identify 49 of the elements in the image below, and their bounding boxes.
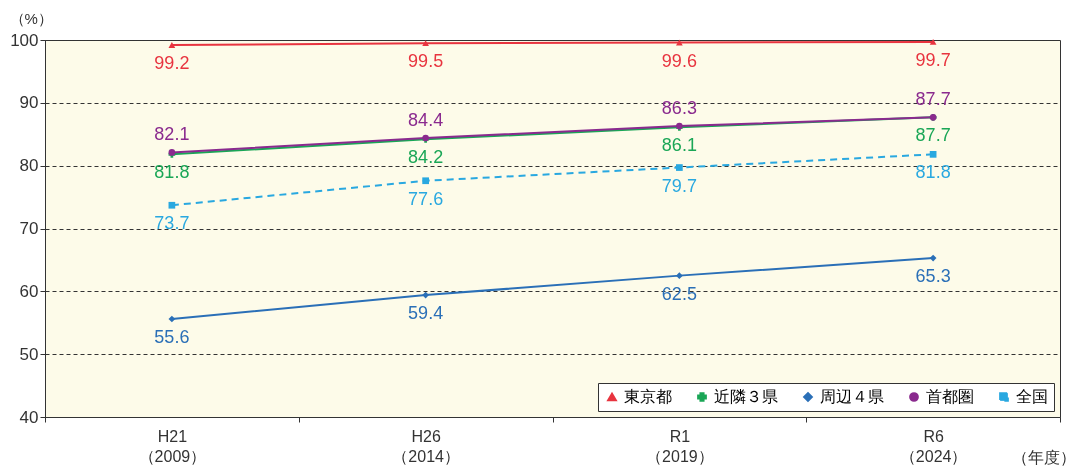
point [168,201,176,209]
y-tick-label: 70 [19,219,39,238]
legend-label: 周辺４県 [820,388,884,405]
data-label: 77.6 [408,188,444,209]
data-label: 59.4 [408,303,444,324]
data-label: 55.6 [154,326,190,347]
y-tick-label: 100 [10,30,39,50]
y-tick-label: 90 [19,93,39,113]
y-tick-label: 50 [19,344,39,364]
data-label: 86.1 [661,135,697,156]
x-tick-label: R6 （2024） [899,427,968,465]
data-label: 99.7 [915,49,951,70]
data-label: 73.7 [154,213,190,234]
point [168,315,176,323]
y-tick-label: 40 [19,407,39,427]
point [676,272,683,279]
point [676,164,683,171]
y-axis-title: （%） [9,9,53,27]
point [929,254,937,262]
legend-label: 全国 [1016,388,1048,405]
data-label: 81.8 [915,162,951,183]
legend-label: 首都圏 [926,388,974,405]
data-label: 81.8 [154,162,190,183]
data-label: 62.5 [661,283,697,304]
x-tick-label: R1 （2019） [646,427,714,465]
data-label: 84.2 [408,147,444,168]
y-tick-label: 80 [19,156,39,176]
x-tick-label: H21 （2009） [138,427,207,465]
data-label: 87.7 [915,125,951,146]
x-tick-label: H26 （2014） [392,427,460,465]
data-label: 87.7 [915,89,951,110]
point [168,42,176,48]
point [422,291,429,299]
point [422,40,429,47]
data-label: 99.5 [408,51,444,72]
point [422,177,429,185]
data-label: 79.7 [661,175,697,196]
data-label: 99.2 [154,53,190,74]
y-tick-label: 60 [19,281,39,301]
data-label: 99.6 [661,50,697,71]
point [929,151,937,158]
data-label: 84.4 [408,110,444,131]
data-label: 82.1 [154,124,190,145]
legend-label: 近隣３県 [714,388,778,405]
x-axis-title: （年度） [1011,448,1067,466]
legend-label: 東京都 [624,388,672,405]
data-label: 86.3 [661,98,697,119]
point [929,38,937,45]
data-label: 65.3 [915,266,951,287]
